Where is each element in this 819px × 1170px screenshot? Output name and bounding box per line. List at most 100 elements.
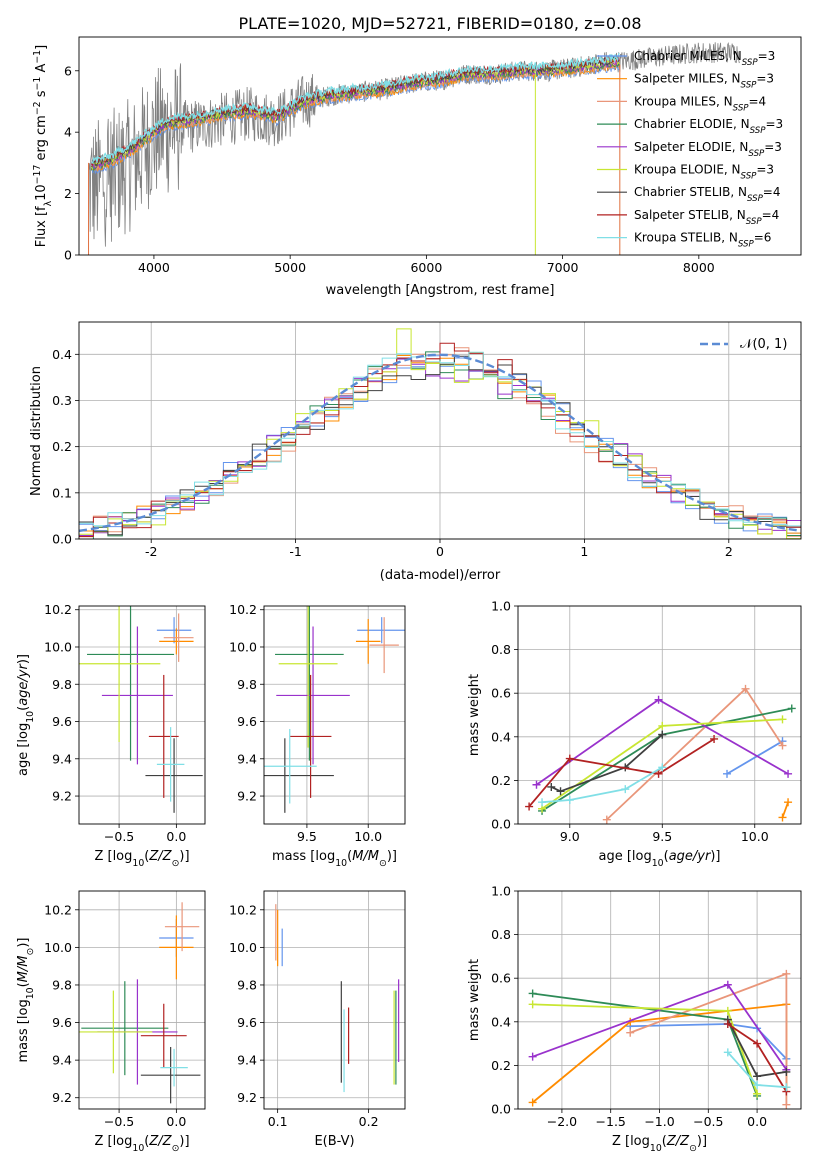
y-tick-label: 0.6 <box>491 971 511 986</box>
y-tick-label: 0.6 <box>491 686 511 701</box>
weight-line <box>781 801 789 818</box>
weight-marker <box>654 695 663 704</box>
y-tick-label: 0.4 <box>52 347 72 362</box>
y-tick-label: 0.2 <box>491 773 511 788</box>
legend: Chabrier MILES, NSSP=3 Salpeter MILES, NS… <box>597 49 783 250</box>
x-tick-label: 0.1 <box>268 1114 288 1129</box>
y-tick-label: 9.6 <box>237 714 257 729</box>
plot-area <box>525 684 796 824</box>
y-tick-label: 0.3 <box>52 393 72 408</box>
y-axis-label: mass weight <box>467 674 482 756</box>
x-axis-label: wavelength [Angstrom, rest frame] <box>326 283 555 298</box>
y-tick-label: 10.2 <box>44 602 72 617</box>
weight-marker <box>723 1019 732 1028</box>
weight-marker <box>723 980 732 989</box>
y-tick-label: 0.0 <box>491 817 511 832</box>
y-tick-label: 9.6 <box>52 714 72 729</box>
y-tick-label: 0.8 <box>491 642 511 657</box>
weight-line <box>606 687 784 821</box>
x-tick-label: 9.0 <box>560 829 580 844</box>
y-tick-label: 1.0 <box>491 884 511 899</box>
weight-marker <box>654 769 663 778</box>
y-tick-label: 0.2 <box>52 439 72 454</box>
weight-marker <box>782 1100 791 1109</box>
x-tick-label: 10.0 <box>354 829 382 844</box>
weight-marker <box>723 1048 732 1057</box>
x-tick-label: 2 <box>725 544 733 559</box>
x-tick-label: 9.5 <box>652 829 672 844</box>
weight-marker <box>538 798 547 807</box>
weight-marker <box>753 1089 762 1098</box>
weight-marker <box>778 741 787 750</box>
weight-marker <box>565 796 574 805</box>
x-tick-label: 7000 <box>547 260 579 275</box>
plot-area <box>79 328 801 539</box>
weight-line <box>550 733 663 793</box>
y-tick-label: 0.0 <box>52 532 72 547</box>
axes-frame <box>263 605 406 825</box>
x-tick-label: −0.5 <box>104 829 134 844</box>
x-tick-label: 4000 <box>138 260 170 275</box>
x-axis-label: E(B-V) <box>314 1134 354 1149</box>
y-tick-label: 9.8 <box>237 677 257 692</box>
y-tick-label: 9.8 <box>52 677 72 692</box>
plot-area <box>79 606 203 813</box>
plot-area <box>275 904 400 1093</box>
y-tick-label: 10.0 <box>44 940 72 955</box>
panel-age_vs_Z: −0.5 0.0 9.2 9.4 9.6 9.8 10.0 10.2 Z [log10(Z/Z⊙… <box>16 602 206 869</box>
x-axis-label: Z [log10(Z/Z⊙)] <box>94 1134 189 1154</box>
y-tick-label: 9.6 <box>52 1015 72 1030</box>
y-tick-label: 4 <box>64 125 72 140</box>
panel-residuals: -2 -1 0 1 2 0.0 0.1 0.2 0.3 0.4 𝒩(0, 1) (data-model… <box>29 321 802 583</box>
x-tick-label: 0 <box>436 544 444 559</box>
weight-marker <box>782 969 791 978</box>
y-tick-label: 9.2 <box>237 1090 257 1105</box>
weight-marker <box>528 1052 537 1061</box>
x-tick-label: 0.2 <box>359 1114 379 1129</box>
x-tick-label: −1.5 <box>596 1114 626 1129</box>
weight-marker <box>658 721 667 730</box>
model-spectrum <box>90 52 620 165</box>
histogram-series <box>79 358 801 536</box>
y-tick-label: 9.8 <box>52 977 72 992</box>
plot-area <box>88 41 740 255</box>
legend-label: Kroupa STELIB, NSSP=6 <box>634 231 771 250</box>
weight-line <box>726 740 783 775</box>
panel-mass_vs_EBV: 0.1 0.2 9.2 9.4 9.6 9.8 10.0 10.2 E(B-V) <box>229 890 406 1149</box>
y-tick-label: 0.1 <box>52 485 72 500</box>
legend-label: 𝒩(0, 1) <box>740 337 787 352</box>
legend-label: Chabrier ELODIE, NSSP=3 <box>634 117 783 136</box>
weight-marker <box>528 1000 537 1009</box>
x-tick-label: 8000 <box>683 260 715 275</box>
x-tick-label: −0.5 <box>693 1114 723 1129</box>
x-tick-label: −0.5 <box>104 1114 134 1129</box>
x-axis-label: age [log10(age/yr)] <box>598 849 720 869</box>
y-tick-label: 9.4 <box>52 751 72 766</box>
y-axis-label: Flux [fλ10−17 erg cm−2 s−1 A−1] <box>32 45 54 247</box>
y-tick-label: 9.8 <box>237 977 257 992</box>
weight-marker <box>528 989 537 998</box>
weight-marker <box>556 787 565 796</box>
y-tick-label: 9.2 <box>52 789 72 804</box>
panel-age_vs_mass: 9.5 10.0 9.2 9.4 9.6 9.8 10.0 10.2 mass [log10(M… <box>229 602 406 869</box>
y-tick-label: 2 <box>64 186 72 201</box>
weight-line <box>630 1023 788 1060</box>
x-tick-label: 5000 <box>274 260 306 275</box>
weight-marker <box>753 1081 762 1090</box>
y-tick-label: 0.4 <box>491 729 511 744</box>
legend-label: Chabrier STELIB, NSSP=4 <box>634 185 781 204</box>
weight-marker <box>710 734 719 743</box>
legend-label: Kroupa ELODIE, NSSP=3 <box>634 163 774 182</box>
x-tick-label: 0.0 <box>166 829 186 844</box>
x-axis-label: mass [log10(M/M⊙)] <box>272 849 397 869</box>
axes-frame <box>78 890 206 1110</box>
plot-area <box>528 969 791 1109</box>
weight-marker <box>525 802 534 811</box>
x-tick-label: 1 <box>580 544 588 559</box>
y-axis-label: mass weight <box>467 959 482 1041</box>
weight-line <box>541 766 663 804</box>
weight-marker <box>753 1072 762 1081</box>
y-axis-label: age [log10(age/yr)] <box>16 654 36 776</box>
x-tick-label: 9.5 <box>297 829 317 844</box>
